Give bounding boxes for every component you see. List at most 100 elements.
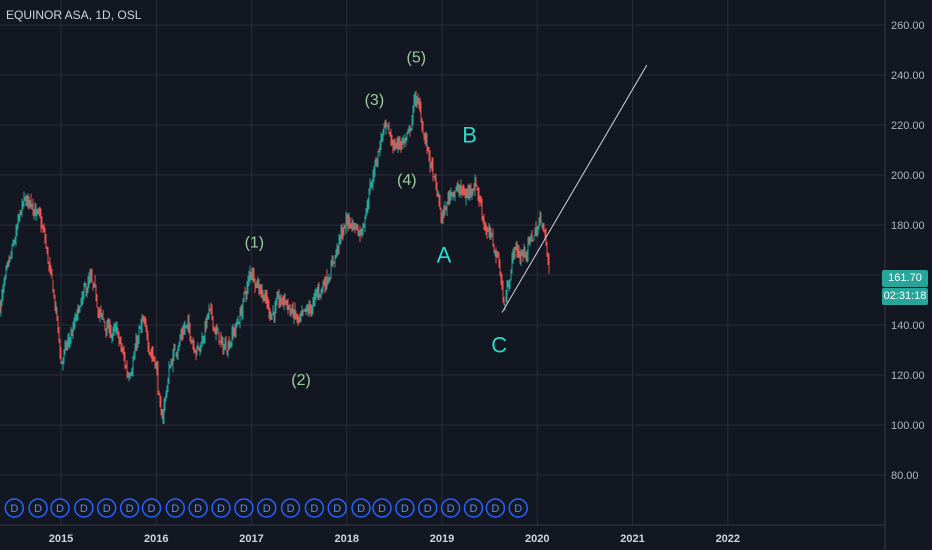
y-tick-label: 80.00 xyxy=(891,470,919,482)
candlestick-series xyxy=(0,90,550,425)
dividend-circle xyxy=(188,498,208,518)
dividend-label: D xyxy=(126,503,134,515)
dividend-marker[interactable]: D xyxy=(141,498,162,518)
dividend-circle xyxy=(141,498,162,518)
dividend-marker[interactable]: D xyxy=(417,498,438,518)
wave-label: (4) xyxy=(397,172,417,189)
bar-countdown-badge: 02:31:18 xyxy=(882,288,928,305)
dividend-label: D xyxy=(34,503,42,515)
dividend-label: D xyxy=(263,503,271,515)
dividend-marker[interactable]: D xyxy=(28,498,48,518)
chart-drawings: (1) (2) (3) (4) (5) A B C xyxy=(245,50,648,389)
dividend-marker[interactable]: D xyxy=(463,498,484,518)
dividend-circle xyxy=(395,498,415,518)
dividend-circle xyxy=(508,498,528,518)
dividend-marker[interactable]: D xyxy=(74,498,94,518)
dividend-marker[interactable]: D xyxy=(351,498,371,518)
dividend-marker[interactable]: D xyxy=(508,498,528,518)
dividend-circle xyxy=(440,498,461,518)
dividend-label: D xyxy=(424,503,432,515)
wave-label: (1) xyxy=(245,235,265,252)
dividend-circle xyxy=(50,498,70,518)
dividend-marker[interactable]: D xyxy=(211,498,231,518)
dividend-circle xyxy=(463,498,484,518)
y-tick-label: 120.00 xyxy=(891,370,925,382)
dividend-circle xyxy=(280,498,301,518)
dividend-label: D xyxy=(80,503,88,515)
y-tick-label: 240.00 xyxy=(891,70,925,82)
dividend-circle xyxy=(417,498,438,518)
x-tick-label: 2017 xyxy=(239,533,263,545)
y-tick-label: 220.00 xyxy=(891,120,925,132)
dividend-marker[interactable]: D xyxy=(372,498,392,518)
dividend-marker[interactable]: D xyxy=(256,498,277,518)
dividend-label: D xyxy=(240,503,248,515)
dividend-label: D xyxy=(491,503,499,515)
dividend-marker[interactable]: D xyxy=(188,498,208,518)
dividend-circle xyxy=(351,498,371,518)
dividend-circle xyxy=(256,498,277,518)
dividend-label: D xyxy=(147,503,155,515)
dividend-label: D xyxy=(287,503,295,515)
dividend-label: D xyxy=(401,503,409,515)
x-tick-label: 2016 xyxy=(144,533,168,545)
dividend-label: D xyxy=(469,503,477,515)
dividend-label: D xyxy=(171,503,179,515)
dividend-circle xyxy=(304,498,325,518)
x-tick-label: 2018 xyxy=(335,533,359,545)
dividend-marker[interactable]: D xyxy=(395,498,415,518)
dividend-circle xyxy=(485,498,506,518)
y-tick-label: 180.00 xyxy=(891,220,925,232)
y-tick-label: 140.00 xyxy=(891,320,925,332)
dividend-marker[interactable]: D xyxy=(280,498,301,518)
x-tick-label: 2020 xyxy=(525,533,549,545)
dividend-marker[interactable]: D xyxy=(119,498,140,518)
dividend-label: D xyxy=(357,503,365,515)
y-tick-label: 200.00 xyxy=(891,170,925,182)
dividend-circle xyxy=(165,498,186,518)
time-axis[interactable]: 2015 2016 2017 2018 2019 2020 2021 2022 xyxy=(0,524,885,545)
dividend-marker[interactable]: D xyxy=(327,498,347,518)
dividend-label: D xyxy=(378,503,386,515)
dividend-marker[interactable]: D xyxy=(440,498,461,518)
dividend-marker[interactable]: D xyxy=(304,498,325,518)
dividend-circle xyxy=(211,498,231,518)
dividend-label: D xyxy=(217,503,225,515)
dividend-marker[interactable]: D xyxy=(96,498,117,518)
dividend-label: D xyxy=(10,503,18,515)
dividend-label: D xyxy=(103,503,111,515)
x-tick-label: 2022 xyxy=(716,533,740,545)
wave-label: (3) xyxy=(365,92,385,109)
dividend-circle xyxy=(4,498,25,518)
wave-label: (5) xyxy=(407,50,427,67)
dividend-circle xyxy=(327,498,347,518)
dividend-label: D xyxy=(333,503,341,515)
dividend-marker[interactable]: D xyxy=(234,498,254,518)
wave-label: C xyxy=(491,333,507,358)
dividend-circle xyxy=(372,498,392,518)
dividend-circle xyxy=(119,498,140,518)
dividend-label: D xyxy=(56,503,64,515)
dividend-circle xyxy=(74,498,94,518)
y-tick-label: 100.00 xyxy=(891,420,925,432)
wave-label: A xyxy=(437,243,452,268)
symbol-title: EQUINOR ASA, 1D, OSL xyxy=(6,8,142,22)
dividend-circle xyxy=(96,498,117,518)
dividend-marker[interactable]: D xyxy=(485,498,506,518)
last-price-badge: 161.70 xyxy=(882,270,928,287)
dividend-marker[interactable]: D xyxy=(50,498,70,518)
y-tick-label: 260.00 xyxy=(891,20,925,32)
dividend-circle xyxy=(234,498,254,518)
dividend-label: D xyxy=(514,503,522,515)
dividend-marker[interactable]: D xyxy=(4,498,25,518)
x-tick-label: 2021 xyxy=(620,533,644,545)
dividend-circle xyxy=(28,498,48,518)
dividend-marker[interactable]: D xyxy=(165,498,186,518)
wave-label: B xyxy=(462,123,477,148)
wave-label: (2) xyxy=(291,372,311,389)
dividend-label: D xyxy=(310,503,318,515)
x-tick-label: 2015 xyxy=(49,533,73,545)
